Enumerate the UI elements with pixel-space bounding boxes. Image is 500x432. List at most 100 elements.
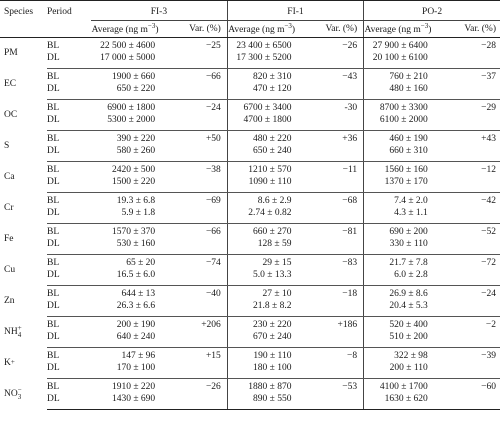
- average-cell: 322 ± 98: [363, 347, 432, 362]
- variation-cell: [295, 238, 364, 255]
- variation-cell: [431, 207, 500, 224]
- table-row: DL 16.5 ± 6.0 5.0 ± 13.3 6.0 ± 2.8: [0, 269, 500, 286]
- header-row-groups: Species Period FI-3 FI-1 PO-2: [0, 0, 500, 21]
- variation-cell: +186: [337, 319, 358, 330]
- variation-cell: [295, 300, 364, 317]
- average-cell: 690 ± 200: [363, 223, 432, 238]
- table-row: K + BL 147 ± 96 +15 190 ± 110 −8 322 ± 98 −39: [0, 347, 500, 368]
- average-cell: 530 ± 160: [91, 238, 160, 255]
- species-cell: K +: [0, 348, 47, 379]
- average-cell: 660 ± 270: [226, 223, 296, 238]
- average-cell: 520 ± 400: [363, 316, 432, 331]
- header-average: Average (ng m−3): [91, 20, 160, 38]
- average-cell: 4.3 ± 1.1: [363, 207, 432, 224]
- variation-cell: [159, 207, 228, 224]
- species-label: EC: [4, 78, 17, 89]
- table-row: DL 650 ± 220 470 ± 120 480 ± 160: [0, 83, 500, 100]
- species-cell: Zn: [0, 286, 47, 317]
- species-cell: NH +4: [0, 317, 47, 348]
- average-label: Average (ng m: [364, 25, 421, 36]
- variation-cell: [159, 145, 228, 162]
- species-charge: −: [17, 386, 22, 394]
- variation-cell: −18: [342, 288, 358, 299]
- species-subscript: 4: [17, 331, 22, 339]
- table-body: PM BL 22 500 ± 4600 −25 23 400 ± 6500 −26 27 9…: [0, 37, 500, 410]
- header-variation: Var. (%): [431, 20, 500, 38]
- variation-cell: −66: [205, 71, 221, 82]
- header-row-columns: Average (ng m−3) Var. (%) Average (ng m−…: [0, 20, 500, 38]
- species-label: Cu: [4, 264, 16, 275]
- table-row: DL 17 000 ± 5000 17 300 ± 5200 20 100 ± 610…: [0, 52, 500, 69]
- species-base: NO: [4, 389, 18, 400]
- table-row: DL 5.9 ± 1.8 2.74 ± 0.82 4.3 ± 1.1: [0, 207, 500, 224]
- period-cell: BL: [47, 195, 60, 206]
- variation-cell: [295, 176, 364, 193]
- period-cell: DL: [47, 83, 91, 100]
- average-cell: 1900 ± 660: [111, 71, 156, 82]
- species-base: NH: [4, 327, 18, 338]
- variation-cell: +50: [205, 133, 221, 144]
- average-cell: 200 ± 190: [116, 319, 156, 330]
- species-scripts: +4: [18, 325, 22, 339]
- variation-cell: +206: [201, 319, 221, 330]
- average-cell: 20.4 ± 5.3: [363, 300, 432, 317]
- period-cell: DL: [47, 362, 91, 379]
- variation-cell: −2: [485, 319, 496, 330]
- header-average: Average (ng m−3): [226, 20, 296, 38]
- variation-cell: [295, 145, 364, 162]
- average-cell: 1210 ± 570: [226, 161, 296, 176]
- header-blank-period: [47, 20, 91, 38]
- average-cell: 470 ± 120: [226, 83, 296, 100]
- variation-cell: −69: [205, 195, 221, 206]
- variation-cell: −83: [342, 257, 358, 268]
- variation-cell: [159, 52, 228, 69]
- period-cell: DL: [47, 393, 91, 410]
- period-cell: BL: [47, 133, 60, 144]
- average-cell: 26.3 ± 6.6: [91, 300, 160, 317]
- table-row: NH +4 BL 200 ± 190 +206 230 ± 220 +186 520 ± 40…: [0, 316, 500, 339]
- average-cell: 5300 ± 2000: [91, 114, 160, 131]
- header-variation: Var. (%): [159, 20, 228, 38]
- variation-cell: [295, 331, 364, 348]
- average-cell: 6900 ± 1800: [107, 102, 156, 113]
- variation-cell: [159, 83, 228, 100]
- average-cell: 23 400 ± 6500: [226, 37, 296, 52]
- variation-cell: −72: [481, 257, 496, 268]
- variation-cell: −26: [205, 381, 221, 392]
- average-cell: 21.8 ± 8.2: [226, 300, 296, 317]
- table-row: Zn BL 644 ± 13 −40 27 ± 10 −18 26.9 ± 8.6 −24: [0, 285, 500, 306]
- species-charge: +: [17, 324, 22, 332]
- table-row: Cr BL 19.3 ± 6.8 −69 8.6 ± 2.9 −68 7.4 ± 2.0 −4…: [0, 192, 500, 213]
- species-scripts: −3: [18, 387, 22, 401]
- table-row: Ca BL 2420 ± 500 −38 1210 ± 570 −11 1560 ± 160…: [0, 161, 500, 182]
- average-cell: 7.4 ± 2.0: [363, 192, 432, 207]
- species-cell: EC: [0, 69, 47, 100]
- average-cell: 480 ± 220: [226, 130, 296, 145]
- variation-cell: [159, 238, 228, 255]
- concentration-table: Species Period FI-3 FI-1 PO-2 Average (n…: [0, 0, 500, 410]
- average-cell: 1570 ± 370: [111, 226, 156, 237]
- average-cell: 670 ± 240: [226, 331, 296, 348]
- variation-cell: [159, 176, 228, 193]
- variation-cell: [295, 269, 364, 286]
- average-cell: 4700 ± 1800: [226, 114, 296, 131]
- species-label: PM: [4, 47, 18, 58]
- table-row: PM BL 22 500 ± 4600 −25 23 400 ± 6500 −26 27 9…: [0, 37, 500, 58]
- table-row: Cu BL 65 ± 20 −74 29 ± 15 −83 21.7 ± 7.8 −72: [0, 254, 500, 275]
- period-cell: BL: [47, 350, 60, 361]
- header-blank-species: [0, 20, 47, 38]
- average-cell: 660 ± 310: [363, 145, 432, 162]
- average-cell: 1430 ± 690: [91, 393, 160, 410]
- average-cell: 180 ± 100: [226, 362, 296, 379]
- average-cell: 6700 ± 3400: [226, 99, 296, 114]
- average-cell: 820 ± 310: [226, 68, 296, 83]
- variation-cell: −37: [481, 71, 496, 82]
- species-label: K +: [4, 358, 15, 368]
- average-cell: 1090 ± 110: [226, 176, 296, 193]
- average-cell: 5.0 ± 13.3: [226, 269, 296, 286]
- variation-cell: [295, 362, 364, 379]
- average-label: Average (ng m: [91, 25, 148, 36]
- variation-cell: −39: [481, 350, 496, 361]
- average-exponent: −3: [147, 22, 156, 31]
- variation-cell: [159, 331, 228, 348]
